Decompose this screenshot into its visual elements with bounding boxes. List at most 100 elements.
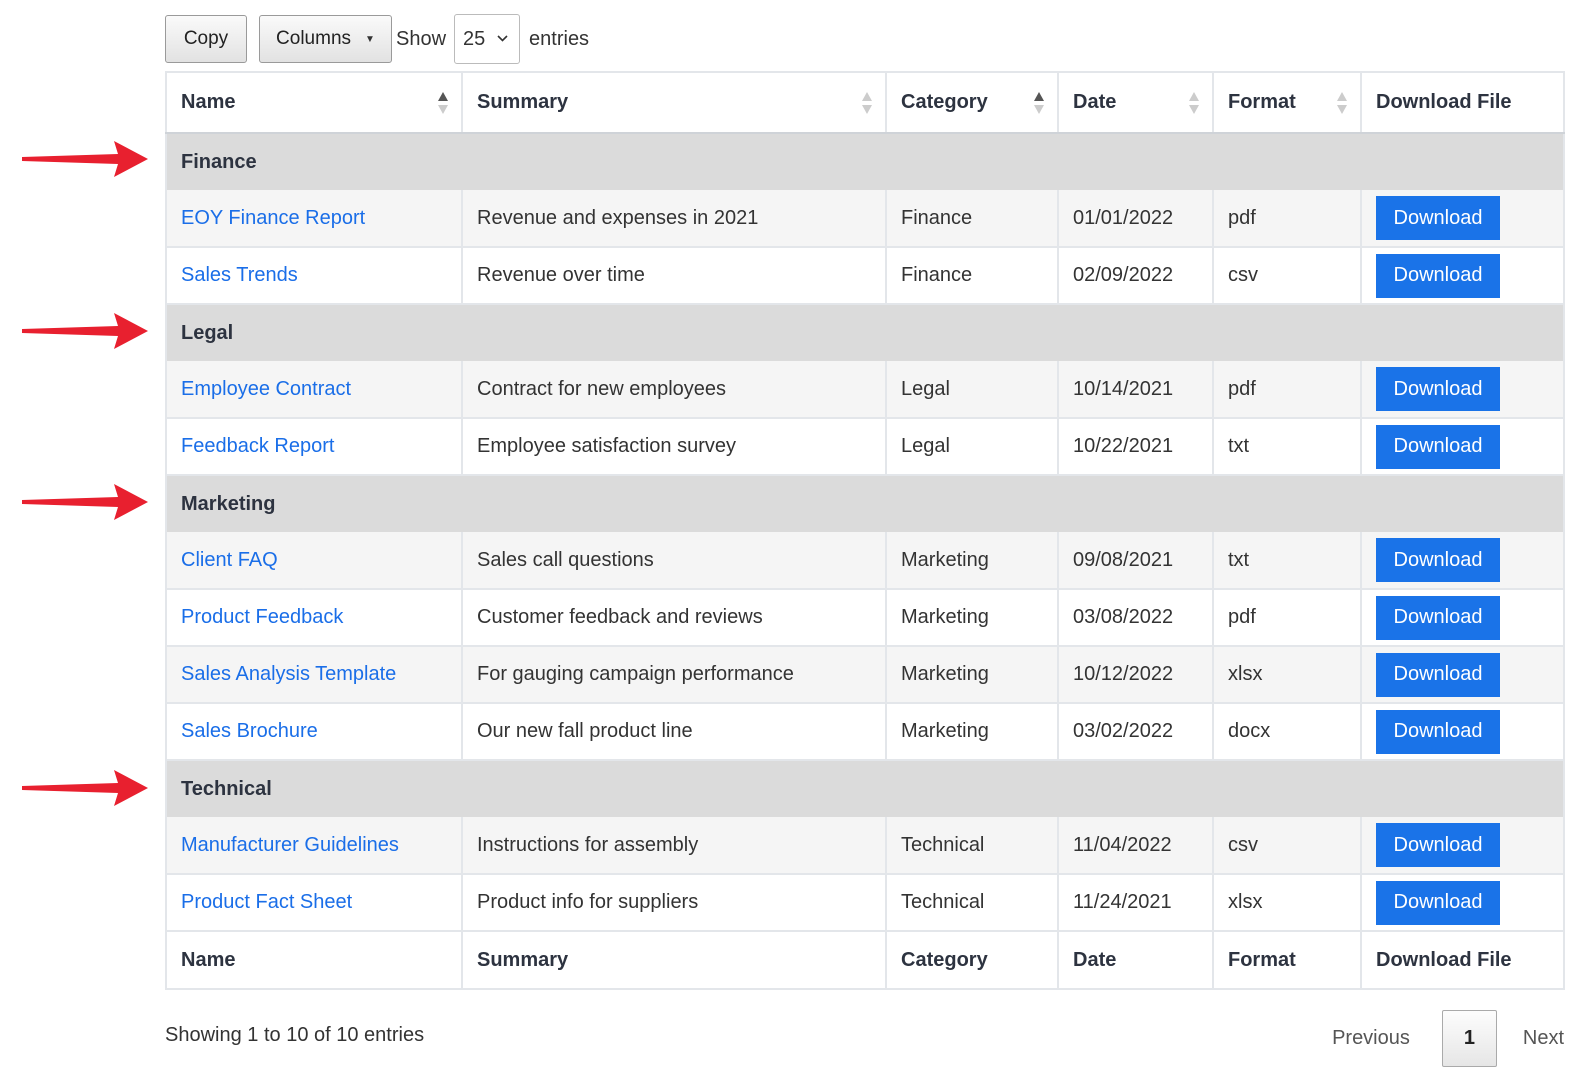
caret-down-icon: ▼ [365, 33, 375, 45]
page-length-select[interactable]: 25 [454, 14, 521, 64]
arrow-icon [22, 313, 148, 349]
th-category[interactable]: Category [886, 72, 1059, 134]
cell-download: Download [1361, 817, 1564, 875]
group-row: Technical [166, 759, 1564, 817]
next-button[interactable]: Next [1522, 1027, 1564, 1049]
th-format[interactable]: Format [1213, 72, 1362, 134]
download-button[interactable]: Download [1376, 253, 1500, 298]
file-name-link[interactable]: Sales Brochure [181, 720, 318, 742]
download-button[interactable]: Download [1376, 196, 1500, 240]
cell-date: 01/01/2022 [1058, 190, 1214, 248]
entries-label: entries [529, 27, 590, 50]
cell-summary: Contract for new employees [462, 361, 887, 419]
sort-asc-icon [1034, 92, 1044, 114]
file-name-link[interactable]: EOY Finance Report [181, 206, 366, 229]
download-button[interactable]: Download [1376, 538, 1500, 582]
tf-format: Format [1213, 930, 1362, 989]
tf-summary: Summary [462, 930, 887, 989]
table-row: Manufacturer Guidelines Instructions for … [166, 817, 1564, 875]
group-label: Marketing [166, 474, 1564, 532]
columns-button[interactable]: Columns ▼ [259, 15, 392, 63]
cell-name: Product Feedback [166, 589, 463, 647]
th-name-label: Name [181, 91, 236, 113]
arrow-icon [22, 141, 148, 177]
cell-format: pdf [1213, 190, 1362, 248]
cell-name: Employee Contract [166, 361, 463, 419]
file-name-link[interactable]: Employee Contract [181, 377, 352, 400]
download-button[interactable]: Download [1376, 652, 1500, 697]
table-row: Sales Trends Revenue over time Finance 02/0… [166, 247, 1564, 305]
th-format-label: Format [1228, 91, 1296, 113]
copy-button[interactable]: Copy [165, 15, 247, 63]
download-button[interactable]: Download [1376, 823, 1500, 867]
cell-format: csv [1213, 247, 1362, 305]
th-name[interactable]: Name [166, 72, 463, 134]
page-1-button[interactable]: 1 [1441, 1010, 1497, 1067]
tf-date: Date [1058, 930, 1214, 989]
th-summary[interactable]: Summary [462, 72, 887, 134]
th-date[interactable]: Date [1058, 72, 1214, 134]
file-name-link[interactable]: Client FAQ [181, 548, 278, 571]
group-label: Technical [166, 759, 1564, 817]
cell-format: pdf [1213, 589, 1362, 647]
th-summary-label: Summary [477, 91, 569, 113]
th-category-label: Category [901, 91, 988, 113]
tf-category: Category [886, 930, 1059, 989]
th-download-file-label: Download File [1376, 91, 1512, 113]
cell-name: Sales Trends [166, 247, 463, 305]
cell-category: Marketing [886, 589, 1059, 647]
download-button[interactable]: Download [1376, 880, 1500, 925]
cell-format: pdf [1213, 361, 1362, 419]
cell-category: Technical [886, 817, 1059, 875]
cell-download: Download [1361, 247, 1564, 305]
cell-download: Download [1361, 361, 1564, 419]
cell-download: Download [1361, 646, 1564, 704]
file-name-link[interactable]: Product Fact Sheet [181, 891, 353, 913]
table-row: Sales Brochure Our new fall product line M… [166, 703, 1564, 761]
cell-name: Manufacturer Guidelines [166, 817, 463, 875]
cell-format: txt [1213, 532, 1362, 590]
cell-summary: Customer feedback and reviews [462, 589, 887, 647]
group-row: Marketing [166, 474, 1564, 532]
cell-category: Technical [886, 874, 1059, 932]
cell-date: 09/08/2021 [1058, 532, 1214, 590]
file-name-link[interactable]: Sales Trends [181, 264, 298, 286]
header-row: Name Summary Category Date Format Downlo… [166, 72, 1564, 134]
show-label: Show [396, 27, 447, 50]
file-name-link[interactable]: Manufacturer Guidelines [181, 833, 399, 856]
cell-category: Marketing [886, 646, 1059, 704]
cell-name: Client FAQ [166, 532, 463, 590]
download-button[interactable]: Download [1376, 367, 1500, 411]
cell-format: xlsx [1213, 646, 1362, 704]
cell-name: Feedback Report [166, 418, 463, 476]
table-row: Sales Analysis Template For gauging campa… [166, 646, 1564, 704]
download-button[interactable]: Download [1376, 595, 1500, 640]
files-table: Name Summary Category Date Format Downlo… [165, 71, 1565, 990]
table-row: Employee Contract Contract for new employ… [166, 361, 1564, 419]
previous-button[interactable]: Previous [1332, 1027, 1410, 1049]
sort-icon [1337, 92, 1347, 114]
cell-download: Download [1361, 589, 1564, 647]
cell-category: Finance [886, 190, 1059, 248]
cell-summary: For gauging campaign performance [462, 646, 887, 704]
file-name-link[interactable]: Product Feedback [181, 606, 344, 628]
file-name-link[interactable]: Feedback Report [181, 435, 335, 457]
cell-download: Download [1361, 532, 1564, 590]
download-button[interactable]: Download [1376, 709, 1500, 754]
download-button[interactable]: Download [1376, 424, 1500, 469]
table-info: Showing 1 to 10 of 10 entries [165, 1024, 425, 1046]
arrow-icon [22, 484, 148, 520]
cell-format: docx [1213, 703, 1362, 761]
th-date-label: Date [1073, 91, 1117, 113]
group-label: Legal [166, 303, 1564, 361]
cell-summary: Employee satisfaction survey [462, 418, 887, 476]
group-row: Legal [166, 303, 1564, 361]
cell-name: Sales Brochure [166, 703, 463, 761]
cell-download: Download [1361, 874, 1564, 932]
table-row: Product Feedback Customer feedback and re… [166, 589, 1564, 647]
cell-date: 03/08/2022 [1058, 589, 1214, 647]
cell-category: Marketing [886, 703, 1059, 761]
cell-date: 02/09/2022 [1058, 247, 1214, 305]
table-row: Feedback Report Employee satisfaction sur… [166, 418, 1564, 476]
file-name-link[interactable]: Sales Analysis Template [181, 663, 397, 685]
